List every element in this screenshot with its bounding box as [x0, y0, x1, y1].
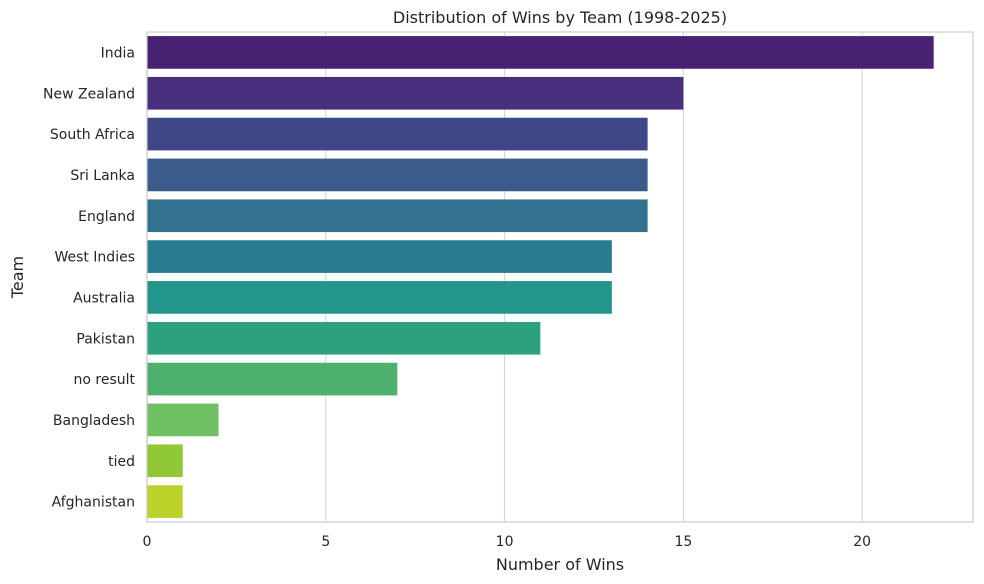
y-tick-label: tied: [108, 454, 135, 470]
bar: [147, 321, 541, 355]
bar: [147, 485, 183, 518]
bar: [147, 444, 183, 478]
bar: [147, 403, 219, 437]
bar: [147, 76, 684, 110]
chart-title: Distribution of Wins by Team (1998-2025): [393, 8, 727, 27]
bar: [147, 36, 934, 69]
y-tick-label: Pakistan: [76, 331, 135, 347]
y-tick-label: Afghanistan: [52, 495, 135, 511]
y-axis-title: Team: [8, 256, 27, 299]
y-tick-label: India: [101, 45, 135, 61]
x-tick-label: 15: [674, 534, 692, 550]
y-tick-label: Bangladesh: [53, 413, 135, 429]
x-tick-labels: 0 5 10 15 20: [143, 534, 872, 550]
bar: [147, 199, 648, 233]
bar: [147, 158, 648, 192]
x-tick-label: 20: [853, 534, 871, 550]
bar: [147, 281, 612, 314]
y-tick-label: England: [78, 209, 135, 225]
y-tick-label: Sri Lanka: [70, 168, 135, 184]
bar: [147, 362, 398, 396]
bars: [147, 36, 934, 518]
bar: [147, 240, 612, 273]
x-tick-label: 0: [143, 534, 152, 550]
y-tick-label: New Zealand: [43, 86, 135, 102]
x-axis-title: Number of Wins: [496, 555, 624, 574]
y-tick-label: no result: [74, 372, 136, 388]
y-tick-labels: India New Zealand South Africa Sri Lanka Eng…: [43, 45, 136, 510]
bar: [147, 117, 648, 151]
x-tick-label: 10: [496, 534, 514, 550]
plot-frame: [146, 31, 974, 523]
y-tick-label: Australia: [73, 290, 135, 306]
y-tick-label: South Africa: [50, 127, 135, 143]
x-tick-label: 5: [321, 534, 330, 550]
y-tick-label: West Indies: [54, 250, 135, 266]
